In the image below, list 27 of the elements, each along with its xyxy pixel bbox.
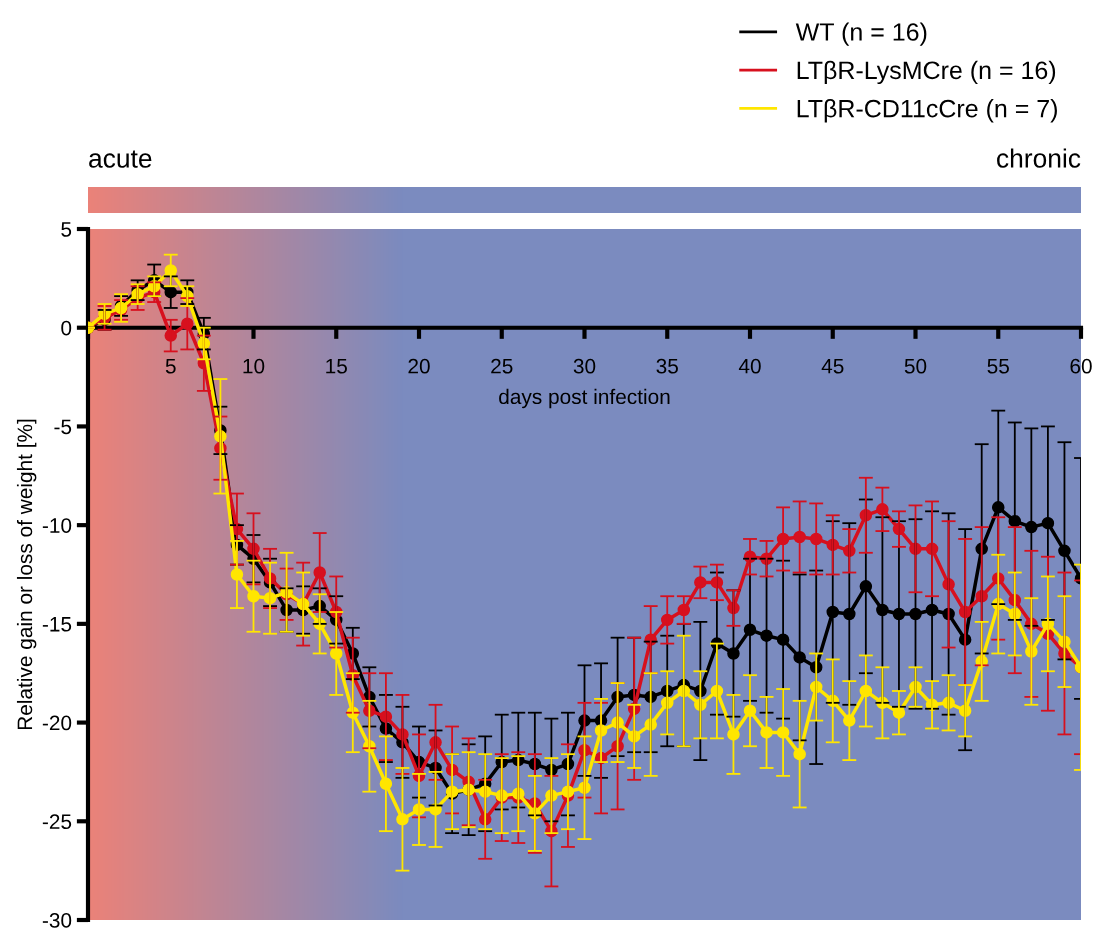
y-tick-label: -25 [42, 814, 72, 830]
y-axis-title: Relative gain or loss of weight [%] [16, 419, 37, 730]
x-tick-label: 40 [738, 358, 761, 374]
x-tick-label: 25 [491, 358, 513, 374]
x-tick-label: 45 [821, 359, 844, 374]
x-tick-label: 20 [408, 358, 430, 374]
y-tick-label: -15 [42, 617, 72, 632]
text: chronic [997, 148, 1081, 168]
x-axis-title: days post infection [499, 388, 670, 409]
y-tick-label: -5 [54, 419, 72, 435]
x-tick-label: 35 [656, 358, 678, 374]
y-tick-label: 5 [61, 222, 72, 237]
text: acute [89, 150, 152, 168]
y-tick-label: 0 [61, 320, 72, 336]
legend-label: LTβR-CD11cCre (n = 7) [797, 99, 1057, 123]
y-tick-label: -30 [42, 913, 72, 928]
legend-label: LTβR-LysMCre (n = 16) [797, 60, 1056, 85]
x-tick-label: 60 [1070, 358, 1092, 374]
x-tick-label: 5 [165, 359, 176, 374]
x-tick-label: 55 [987, 359, 1009, 374]
x-tick-label: 30 [573, 358, 596, 374]
x-tick-label: 10 [243, 358, 265, 374]
x-tick-label: 15 [326, 359, 347, 374]
y-tick-label: -20 [42, 715, 72, 731]
y-tick-label: -10 [42, 518, 72, 533]
x-tick-label: 50 [904, 358, 927, 374]
legend-label: WT (n = 16) [795, 22, 927, 46]
